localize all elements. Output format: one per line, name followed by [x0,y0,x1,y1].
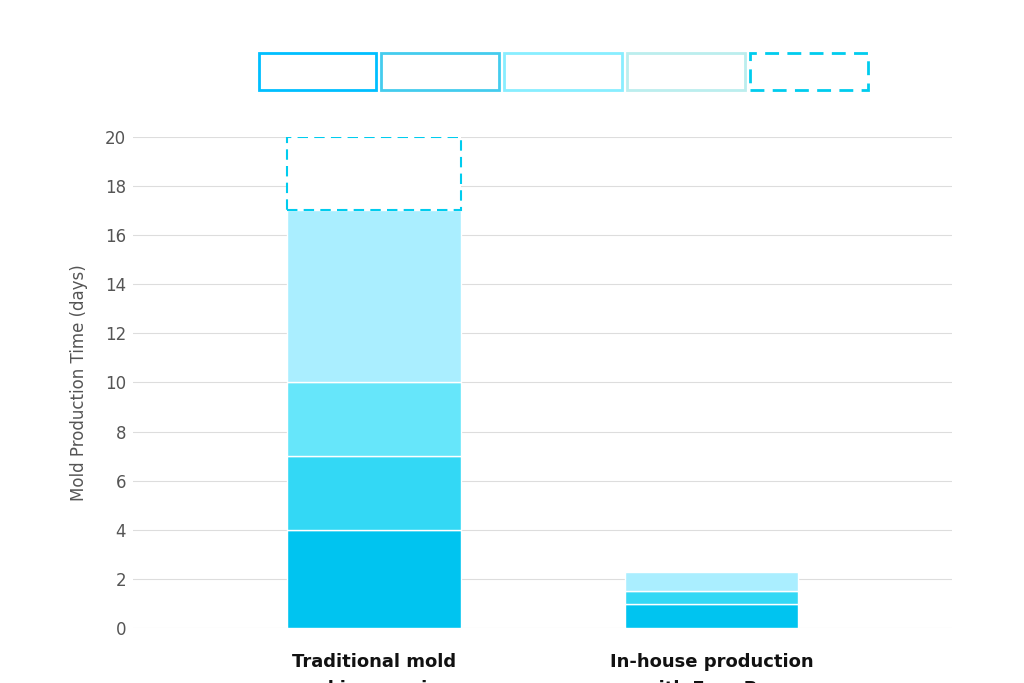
Text: Shipping: Shipping [775,64,843,79]
Text: Prototyping: Prototyping [519,64,607,79]
FancyBboxPatch shape [288,137,461,210]
Bar [625,572,798,591]
Bar [288,456,461,530]
Bar [288,382,461,456]
Bar [288,210,461,382]
Y-axis label: Mold Production Time (days): Mold Production Time (days) [71,264,88,501]
Text: Design: Design [414,64,467,79]
Text: Briefing: Briefing [288,64,347,79]
Bar [625,591,798,604]
Bar [288,530,461,628]
Text: Manufacturing: Manufacturing [631,64,741,79]
Bar [625,604,798,628]
